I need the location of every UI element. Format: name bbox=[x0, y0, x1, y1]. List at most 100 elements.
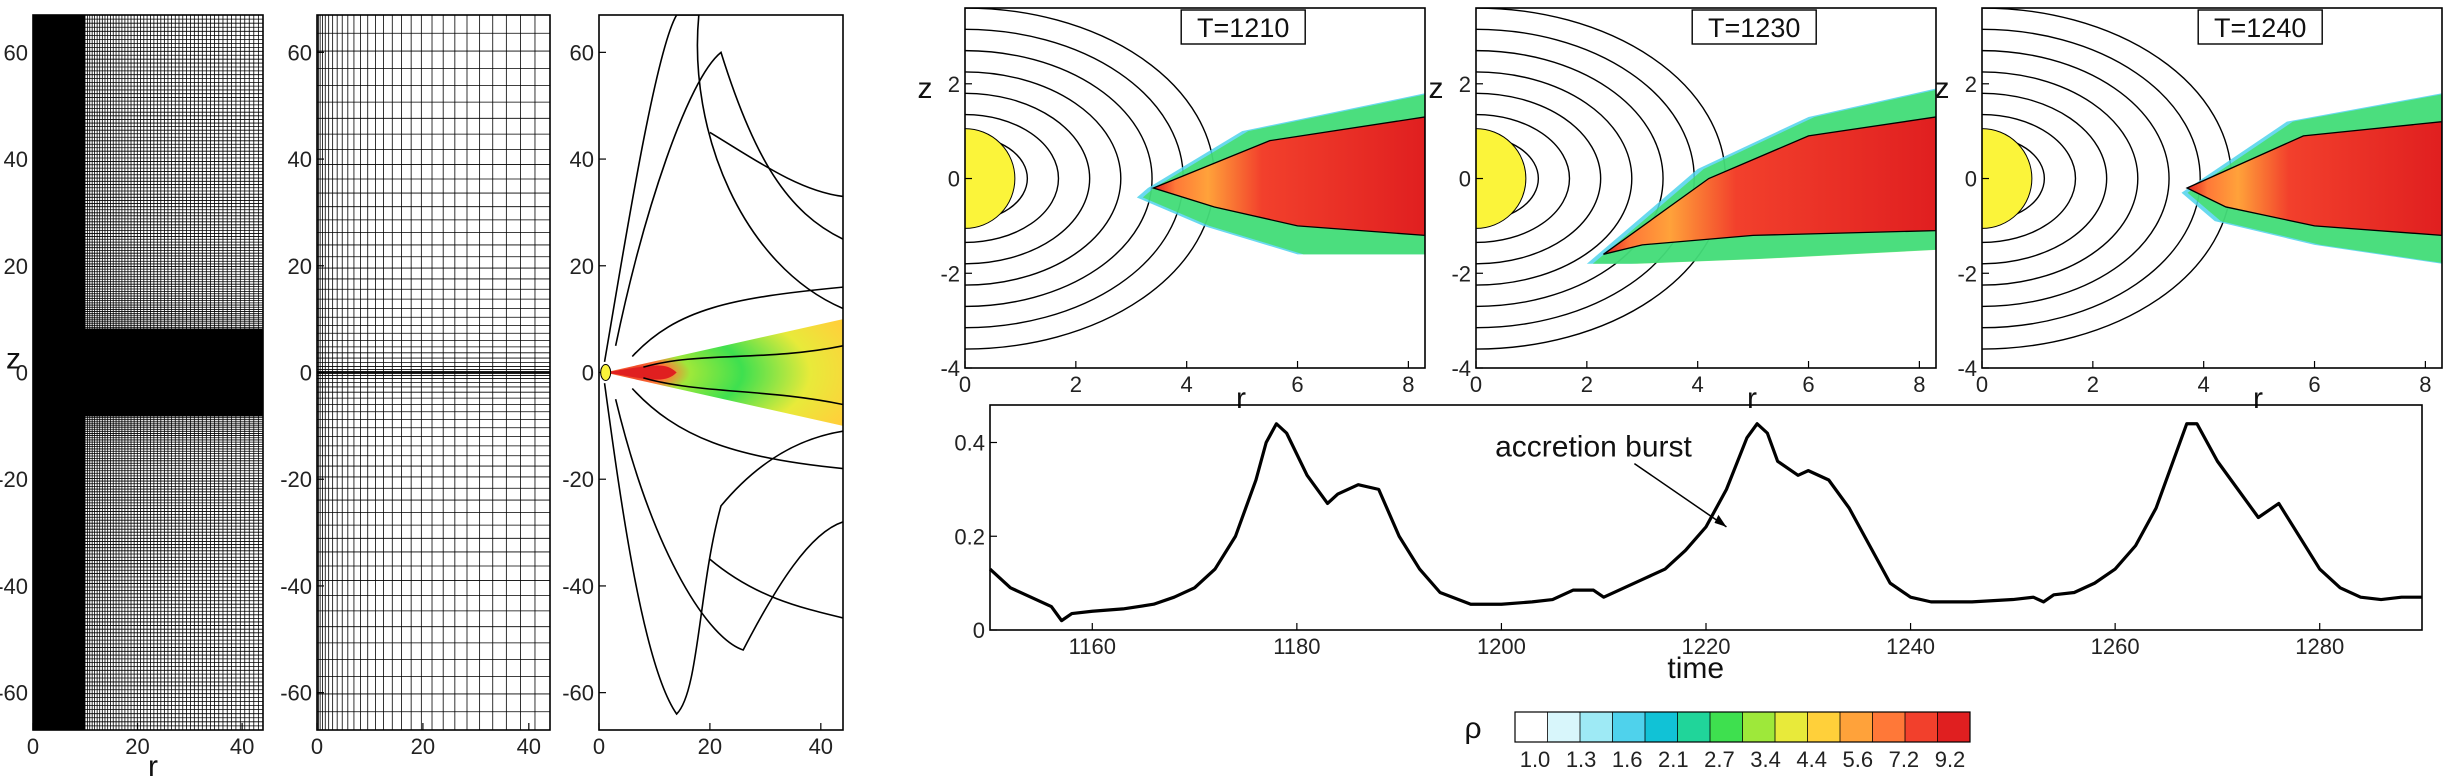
field-line bbox=[965, 49, 1153, 308]
y-tick-label: 0 bbox=[948, 167, 960, 192]
colorbar-swatch bbox=[1807, 712, 1841, 742]
y-tick-label: -40 bbox=[0, 574, 28, 599]
x-tick-label: 1180 bbox=[1273, 634, 1320, 659]
field-line bbox=[1982, 92, 2107, 265]
colorbar-label: ρ bbox=[1464, 712, 1481, 745]
disk-core bbox=[2187, 121, 2442, 236]
star bbox=[1982, 128, 2033, 229]
colorbar-swatch bbox=[1937, 712, 1971, 742]
y-tick-label: -60 bbox=[280, 681, 312, 706]
y-tick-label: -20 bbox=[280, 467, 312, 492]
disk-core bbox=[1603, 116, 1936, 255]
y-tick-label: 60 bbox=[570, 40, 594, 65]
title-box bbox=[2197, 9, 2323, 45]
colorbar-tick-label: 7.2 bbox=[1889, 747, 1920, 772]
y-tick-label: 0 bbox=[582, 361, 594, 386]
snapshot-panel: 0 2 4 6 8 2 0 -2 -4 T=1230 r z bbox=[1429, 7, 1937, 415]
plot-frame bbox=[1981, 7, 2443, 369]
colorbar-tick-label: 5.6 bbox=[1842, 747, 1873, 772]
x-tick-label: 40 bbox=[809, 734, 833, 759]
x-tick-label: 20 bbox=[411, 734, 435, 759]
snapshot-panel: 0 2 4 6 8 2 0 -2 -4 T=1210 r z bbox=[918, 7, 1426, 415]
x-tick-label: 0 bbox=[593, 734, 605, 759]
y-tick-label: 60 bbox=[4, 40, 28, 65]
y-tick-label: -2 bbox=[940, 261, 960, 286]
y-tick-label: 40 bbox=[570, 147, 594, 172]
x-tick-label: 1240 bbox=[1886, 634, 1935, 659]
accretion-rate-plot: 1160 1180 1200 1220 1240 1260 1280 0.4 0.2 0 time a… bbox=[954, 404, 2423, 685]
y-tick-label: 40 bbox=[288, 147, 312, 172]
y-tick-label: -40 bbox=[562, 574, 594, 599]
x-tick-label: 0 bbox=[311, 734, 323, 759]
y-axis-label: z bbox=[918, 72, 933, 105]
y-tick-label: -4 bbox=[1957, 356, 1977, 381]
colorbar-tick-label: 1.6 bbox=[1612, 747, 1643, 772]
colorbar-tick-label: 1.0 bbox=[1520, 747, 1551, 772]
field-line bbox=[1476, 113, 1571, 244]
x-tick-label: 8 bbox=[2419, 372, 2431, 397]
x-axis-label: r bbox=[148, 750, 158, 778]
y-tick-label: 0 bbox=[1965, 167, 1977, 192]
x-tick-label: 8 bbox=[1913, 372, 1925, 397]
y-tick-label: -4 bbox=[1451, 356, 1471, 381]
field-line bbox=[965, 71, 1122, 286]
x-tick-label: 0 bbox=[959, 372, 971, 397]
y-tick-label: 60 bbox=[288, 40, 312, 65]
density-contour bbox=[643, 377, 843, 406]
snapshot-title: T=1230 bbox=[1691, 9, 1817, 45]
x-axis-label: r bbox=[1236, 382, 1246, 415]
field-line bbox=[1476, 92, 1601, 265]
field-line bbox=[965, 113, 1060, 244]
x-tick-label: 4 bbox=[2198, 372, 2210, 397]
title-text: T=1230 bbox=[1708, 13, 1800, 43]
density-field bbox=[600, 15, 843, 716]
x-tick-label: 2 bbox=[2087, 372, 2099, 397]
field-line bbox=[1982, 49, 2170, 308]
field-line bbox=[1982, 113, 2077, 244]
y-axis-label: z bbox=[1935, 72, 1950, 105]
y-axis-label: z bbox=[6, 343, 21, 376]
x-axis-label: time bbox=[1667, 652, 1724, 685]
colorbar-swatch bbox=[1515, 712, 1548, 742]
field-line bbox=[1982, 28, 2201, 329]
field-line bbox=[1476, 49, 1664, 308]
y-tick-label: 20 bbox=[4, 254, 28, 279]
disk-core bbox=[1153, 116, 1425, 236]
colorbar-tick-label: 2.1 bbox=[1658, 747, 1689, 772]
field-line bbox=[1476, 71, 1633, 286]
colorbar-tick-label: 4.4 bbox=[1796, 747, 1827, 772]
colorbar-swatch bbox=[1742, 712, 1776, 742]
density-contour bbox=[614, 398, 843, 651]
y-tick-label: -40 bbox=[280, 574, 312, 599]
colorbar-swatch bbox=[1677, 712, 1711, 742]
disk-density bbox=[604, 319, 843, 426]
density-contour bbox=[603, 15, 843, 362]
plot-frame bbox=[964, 7, 1426, 369]
snapshot-title: T=1240 bbox=[2197, 9, 2323, 45]
panel-density-large: 0 20 40 60 40 20 0 -20 -40 -60 bbox=[562, 14, 844, 759]
panel-grid-fine: 0 20 40 60 40 20 0 -20 -40 -60 r z bbox=[0, 14, 264, 778]
x-tick-label: 6 bbox=[1291, 372, 1303, 397]
y-tick-label: 2 bbox=[1965, 72, 1977, 97]
field-line bbox=[1982, 71, 2139, 286]
x-tick-label: 2 bbox=[1581, 372, 1593, 397]
x-tick-label: 20 bbox=[698, 734, 722, 759]
x-tick-label: 1200 bbox=[1477, 634, 1526, 659]
colorbar-swatch bbox=[1840, 712, 1873, 742]
colorbar-swatch bbox=[1710, 712, 1743, 742]
x-tick-label: 1280 bbox=[2295, 634, 2344, 659]
title-box bbox=[1691, 9, 1817, 45]
y-tick-label: 0.4 bbox=[954, 431, 985, 456]
snapshot-field bbox=[965, 8, 1425, 350]
accretion-rate-line bbox=[988, 422, 2422, 623]
disk-contour bbox=[1151, 116, 1425, 237]
x-tick-label: 6 bbox=[1802, 372, 1814, 397]
x-axis-label: r bbox=[1747, 382, 1757, 415]
x-tick-label: 1220 bbox=[1682, 634, 1731, 659]
snapshot-title: T=1210 bbox=[1180, 9, 1306, 45]
x-tick-label: 0 bbox=[1976, 372, 1988, 397]
density-contour bbox=[709, 558, 843, 619]
density-contour bbox=[643, 345, 843, 368]
grid-lines bbox=[317, 15, 550, 730]
